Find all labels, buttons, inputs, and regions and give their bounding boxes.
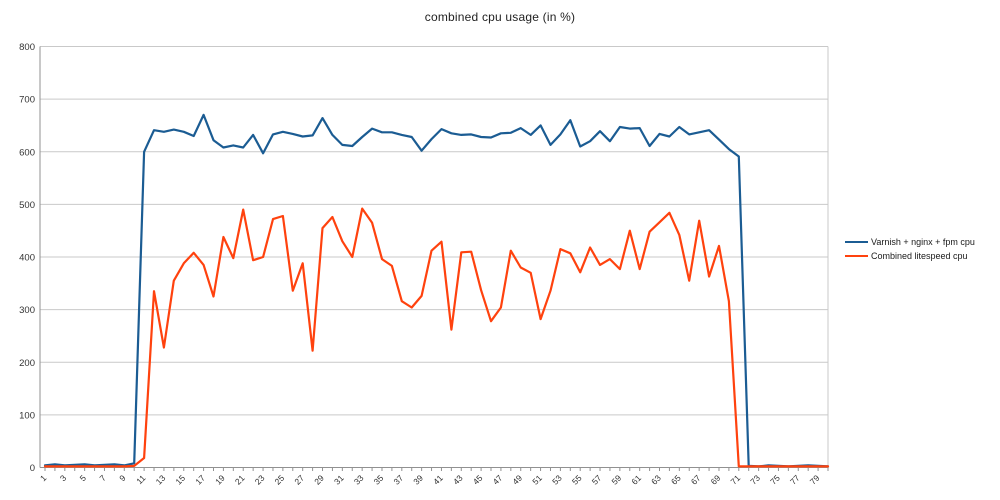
x-axis-label: 77 xyxy=(788,473,802,487)
x-axis-label: 43 xyxy=(451,473,465,487)
x-axis-label: 21 xyxy=(233,473,247,487)
x-axis-label: 27 xyxy=(292,473,306,487)
x-axis-label: 45 xyxy=(471,473,485,487)
x-axis-label: 35 xyxy=(372,473,386,487)
x-axis-label: 29 xyxy=(312,473,326,487)
x-axis-label: 53 xyxy=(550,473,564,487)
x-axis-label: 5 xyxy=(78,473,89,484)
y-axis-label: 800 xyxy=(19,42,35,53)
legend-item-litespeed: Combined litespeed cpu xyxy=(845,250,975,261)
chart-title: combined cpu usage (in %) xyxy=(424,10,576,24)
x-axis-label: 49 xyxy=(510,473,524,487)
x-axis-label: 23 xyxy=(253,473,267,487)
x-axis-label: 51 xyxy=(530,473,544,487)
y-axis-label: 300 xyxy=(19,305,35,316)
x-axis-label: 59 xyxy=(610,473,624,487)
x-axis-label: 75 xyxy=(768,473,782,487)
x-axis-label: 31 xyxy=(332,473,346,487)
x-axis-label: 61 xyxy=(629,473,643,487)
x-axis-label: 25 xyxy=(273,473,287,487)
legend-item-varnish: Varnish + nginx + fpm cpu xyxy=(845,236,975,247)
x-axis-label: 41 xyxy=(431,473,445,487)
x-axis-label: 39 xyxy=(411,473,425,487)
x-axis-label: 69 xyxy=(709,473,723,487)
y-axis-label: 100 xyxy=(19,410,35,421)
x-axis-label: 9 xyxy=(117,473,128,484)
x-axis-label: 67 xyxy=(689,473,703,487)
x-axis-label: 19 xyxy=(213,473,227,487)
legend-label: Varnish + nginx + fpm cpu xyxy=(871,236,975,247)
y-axis-label: 0 xyxy=(30,463,35,474)
x-axis-label: 55 xyxy=(570,473,584,487)
x-axis-label: 7 xyxy=(97,473,108,484)
x-axis-label: 3 xyxy=(58,473,69,484)
x-axis-label: 17 xyxy=(193,473,207,487)
series-line-litespeed xyxy=(43,207,830,468)
x-axis-label: 13 xyxy=(154,473,168,487)
y-axis-label: 500 xyxy=(19,200,35,211)
y-axis-label: 700 xyxy=(19,95,35,106)
x-axis-label: 15 xyxy=(173,473,187,487)
x-axis-label: 73 xyxy=(748,473,762,487)
legend: Varnish + nginx + fpm cpu Combined lites… xyxy=(845,236,975,261)
x-axis-label: 47 xyxy=(491,473,505,487)
x-axis-label: 65 xyxy=(669,473,683,487)
x-axis-label: 37 xyxy=(391,473,405,487)
y-axis-label: 200 xyxy=(19,358,35,369)
y-axis-label: 400 xyxy=(19,253,35,264)
x-axis-label: 63 xyxy=(649,473,663,487)
x-axis-label: 57 xyxy=(590,473,604,487)
series-color-swatch xyxy=(845,240,868,243)
x-axis-label: 71 xyxy=(728,473,742,487)
x-axis-label: 33 xyxy=(352,473,366,487)
y-axis-label: 600 xyxy=(19,147,35,158)
x-axis-label: 1 xyxy=(38,473,49,484)
x-axis-label: 11 xyxy=(134,473,148,487)
series-color-swatch xyxy=(845,254,868,257)
legend-label: Combined litespeed cpu xyxy=(871,250,968,261)
x-axis-label: 79 xyxy=(808,473,822,487)
series-line-varnish xyxy=(43,113,830,468)
